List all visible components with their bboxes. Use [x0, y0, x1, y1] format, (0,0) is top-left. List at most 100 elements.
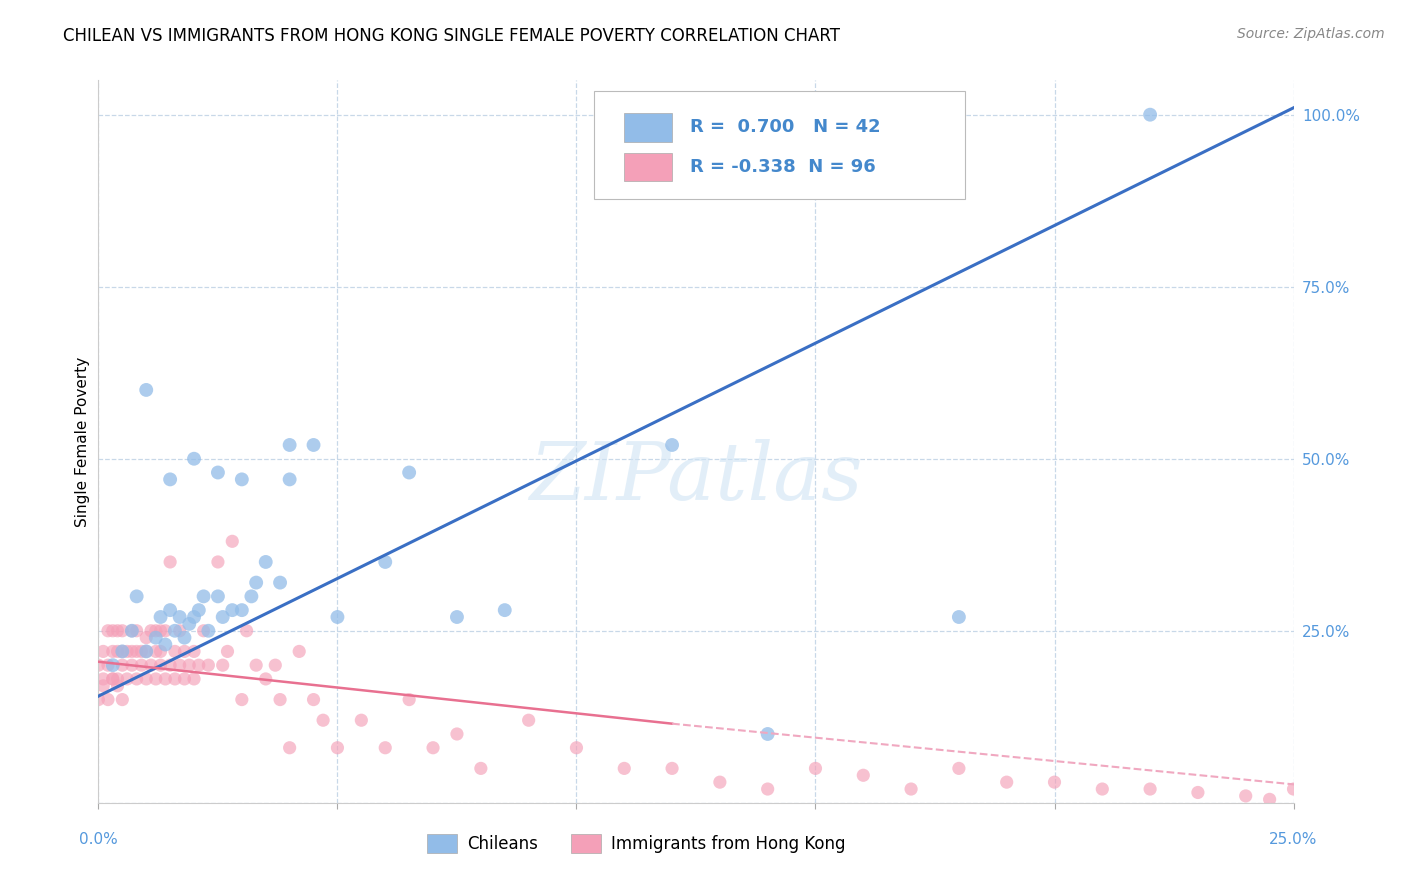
Point: [661, 438, 683, 452]
Point: [804, 761, 827, 775]
Text: ZIPatlas: ZIPatlas: [529, 439, 863, 516]
Point: [159, 555, 181, 569]
Point: [139, 624, 162, 638]
Point: [613, 761, 636, 775]
Point: [125, 590, 148, 604]
Point: [398, 466, 420, 480]
Point: [254, 555, 277, 569]
Point: [179, 616, 201, 631]
Text: CHILEAN VS IMMIGRANTS FROM HONG KONG SINGLE FEMALE POVERTY CORRELATION CHART: CHILEAN VS IMMIGRANTS FROM HONG KONG SIN…: [63, 27, 841, 45]
Point: [312, 713, 335, 727]
Point: [121, 644, 143, 658]
Point: [183, 672, 205, 686]
Point: [245, 575, 267, 590]
Point: [149, 658, 172, 673]
Point: [145, 672, 167, 686]
Point: [1043, 775, 1066, 789]
Point: [422, 740, 444, 755]
Point: [125, 644, 148, 658]
Point: [1258, 792, 1281, 806]
Point: [173, 672, 195, 686]
Point: [235, 624, 257, 638]
Point: [111, 644, 134, 658]
Point: [245, 658, 267, 673]
Point: [288, 644, 311, 658]
Point: [169, 624, 191, 638]
Point: [135, 383, 157, 397]
Point: [125, 672, 148, 686]
Point: [517, 713, 540, 727]
Legend: Chileans, Immigrants from Hong Kong: Chileans, Immigrants from Hong Kong: [420, 827, 852, 860]
Point: [565, 740, 588, 755]
Point: [207, 555, 229, 569]
Point: [145, 624, 167, 638]
Point: [107, 679, 129, 693]
Point: [183, 644, 205, 658]
Point: [101, 658, 124, 673]
Point: [145, 644, 167, 658]
Point: [87, 658, 110, 673]
Point: [169, 610, 191, 624]
Point: [173, 644, 195, 658]
Point: [163, 624, 186, 638]
Point: [169, 658, 191, 673]
Text: R = -0.338  N = 96: R = -0.338 N = 96: [690, 158, 876, 176]
Point: [183, 610, 205, 624]
Point: [149, 624, 172, 638]
Point: [211, 610, 233, 624]
FancyBboxPatch shape: [595, 91, 965, 200]
Point: [709, 775, 731, 789]
Point: [221, 603, 243, 617]
Point: [97, 658, 120, 673]
Point: [135, 644, 157, 658]
Point: [278, 438, 301, 452]
Point: [87, 692, 110, 706]
Point: [115, 644, 138, 658]
Point: [269, 575, 291, 590]
Point: [302, 692, 325, 706]
Point: [1187, 785, 1209, 799]
Point: [187, 658, 209, 673]
Point: [254, 672, 277, 686]
Point: [211, 658, 233, 673]
Point: [374, 740, 396, 755]
Point: [900, 782, 922, 797]
Point: [155, 672, 177, 686]
Point: [231, 472, 253, 486]
FancyBboxPatch shape: [624, 153, 672, 181]
Point: [101, 644, 124, 658]
Point: [131, 658, 153, 673]
Point: [107, 644, 129, 658]
Point: [159, 603, 181, 617]
Point: [217, 644, 239, 658]
Point: [101, 672, 124, 686]
Point: [995, 775, 1018, 789]
Point: [101, 624, 124, 638]
Text: Source: ZipAtlas.com: Source: ZipAtlas.com: [1237, 27, 1385, 41]
Point: [221, 534, 243, 549]
Y-axis label: Single Female Poverty: Single Female Poverty: [75, 357, 90, 526]
Point: [302, 438, 325, 452]
Text: 25.0%: 25.0%: [1270, 831, 1317, 847]
Point: [111, 644, 134, 658]
Point: [207, 466, 229, 480]
Point: [1282, 782, 1305, 797]
Point: [135, 672, 157, 686]
Point: [91, 679, 114, 693]
Point: [121, 624, 143, 638]
Point: [326, 610, 349, 624]
Point: [197, 658, 219, 673]
Point: [756, 782, 779, 797]
Point: [131, 644, 153, 658]
Point: [1139, 782, 1161, 797]
Point: [173, 631, 195, 645]
Point: [97, 624, 120, 638]
Point: [494, 603, 516, 617]
Point: [756, 727, 779, 741]
Point: [661, 761, 683, 775]
Point: [121, 658, 143, 673]
Point: [446, 610, 468, 624]
Point: [240, 590, 263, 604]
Point: [446, 727, 468, 741]
Point: [207, 590, 229, 604]
